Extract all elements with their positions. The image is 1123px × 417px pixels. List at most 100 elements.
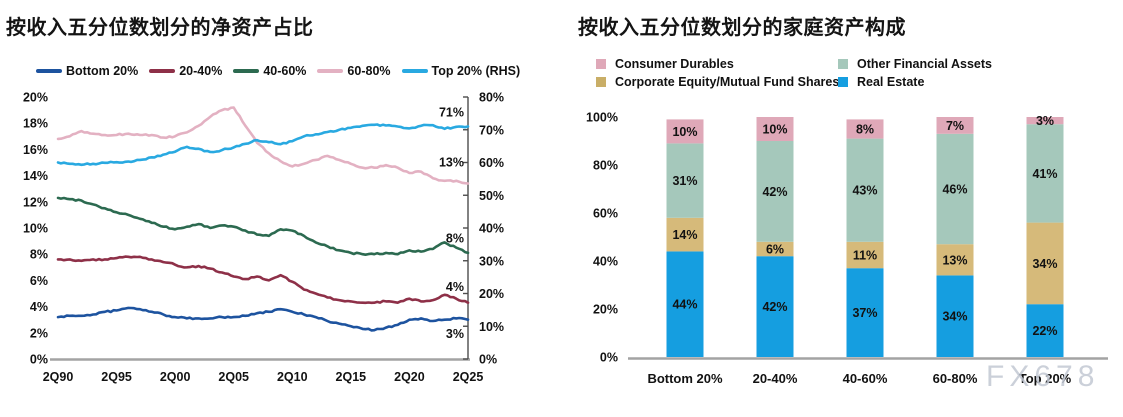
x-axis-tick-label: 2Q95 [101, 370, 132, 384]
bar-segment-consumer-durables [666, 119, 704, 144]
bar-segment-real-estate [1026, 304, 1064, 357]
category-label: Bottom 20% [647, 371, 723, 386]
line-series-bottom-20- [56, 306, 470, 332]
x-axis-tick-label: 2Q00 [160, 370, 191, 384]
bar-value-label: 34% [942, 310, 967, 324]
right-axis-tick-label: 10% [479, 320, 504, 334]
y-axis-tick-label: 40% [593, 255, 618, 269]
y-axis-tick-label: 80% [593, 159, 618, 173]
legend-line-swatch [233, 69, 260, 73]
left-chart-title: 按收入五分位数划分的净资产占比 [6, 17, 314, 39]
right-axis-tick-label: 30% [479, 254, 504, 268]
bar-value-label: 43% [852, 184, 877, 198]
legend-square-swatch [596, 59, 606, 69]
x-axis-tick-label: 2Q20 [394, 370, 425, 384]
bar-segment-other-financial-assets [666, 143, 704, 218]
legend-item-other-financial-assets: Other Financial Assets [838, 57, 992, 71]
series-end-label: 8% [446, 231, 464, 245]
bar-value-label: 42% [762, 300, 787, 314]
category-label: 20-40% [753, 371, 798, 386]
legend-line-swatch [36, 69, 62, 73]
x-axis-tick-label: 2Q25 [453, 370, 484, 384]
net-worth-line-chart: 0% 10% 20% 30% 40% 50% 60% 70% 80% 0% 2% 4% 6% 8% 10% 1… [23, 91, 504, 385]
left-axis-tick-label: 12% [23, 195, 48, 209]
bar-value-label: 42% [762, 185, 787, 199]
left-axis-tick-label: 16% [23, 143, 48, 157]
right-axis-tick-label: 80% [479, 91, 504, 105]
bar-value-label: 3% [1036, 114, 1054, 128]
legend-label: Corporate Equity/Mutual Fund Shares [615, 75, 840, 89]
right-axis-tick-label: 40% [479, 222, 504, 236]
left-axis-tick-label: 8% [30, 248, 48, 262]
right-axis-tick-label: 20% [479, 287, 504, 301]
series-end-label: 3% [446, 327, 464, 341]
series-end-label: 13% [439, 156, 464, 170]
x-axis-tick-label: 2Q90 [43, 370, 74, 384]
left-axis-tick-label: 0% [30, 353, 48, 367]
bar-value-label: 11% [853, 249, 877, 263]
bar-segment-other-financial-assets [1026, 124, 1064, 223]
left-axis-tick-label: 20% [23, 91, 48, 105]
bar-value-label: 8% [856, 123, 874, 137]
left-chart-legend: Bottom 20% 20-40% 40-60% 60-80% Top 20% (RHS… [36, 64, 520, 78]
legend-label: 20-40% [179, 64, 223, 78]
right-chart-legend: Consumer Durables Other Financial Assets C… [596, 57, 992, 89]
bar-segment-consumer-durables [756, 117, 794, 141]
bar-value-label: 22% [1032, 324, 1057, 338]
category-label: Top 20% [1019, 371, 1072, 386]
bar-segment-consumer-durables [846, 119, 884, 139]
legend-line-swatch [149, 69, 176, 73]
series-end-label: 71% [439, 106, 464, 120]
left-axis-tick-label: 4% [30, 300, 48, 314]
legend-label: 60-80% [347, 64, 391, 78]
bar-segment-real-estate [846, 268, 884, 357]
bar-segment-corporate-equity-mutual-fund-shares [756, 241, 794, 257]
legend-label: Bottom 20% [66, 64, 139, 78]
legend-square-swatch [596, 77, 606, 87]
legend-square-swatch [838, 77, 848, 87]
left-axis-tick-label: 10% [23, 222, 48, 236]
line-series-top-20-rhs- [56, 123, 470, 167]
bar-segment-consumer-durables [936, 117, 974, 134]
bar-segment-other-financial-assets [756, 141, 794, 242]
legend-label: Real Estate [857, 75, 925, 89]
left-axis-tick-label: 6% [30, 274, 48, 288]
y-axis-tick-label: 60% [593, 207, 618, 221]
bar-value-label: 46% [942, 183, 967, 197]
line-series-20-40- [56, 255, 470, 305]
bar-value-label: 10% [672, 125, 697, 139]
bar-segment-real-estate [756, 256, 794, 357]
right-axis-tick-label: 70% [479, 123, 504, 137]
bar-segment-corporate-equity-mutual-fund-shares [846, 241, 884, 269]
bar-segment-consumer-durables [1026, 117, 1064, 125]
series-end-label: 4% [446, 280, 464, 294]
category-label: 60-80% [933, 371, 978, 386]
bar-value-label: 41% [1032, 167, 1057, 181]
legend-label: Consumer Durables [615, 57, 734, 71]
asset-composition-bar-chart: 0% 20% 40% 60% 80% 100% 44% 14% 31% 10% 42% 6% 42% 10… [586, 111, 1108, 386]
bar-value-label: 7% [946, 119, 964, 133]
y-axis-tick-label: 20% [593, 303, 618, 317]
bar-segment-corporate-equity-mutual-fund-shares [936, 244, 974, 276]
legend-line-swatch [317, 69, 344, 73]
legend-item-bottom-20-: Bottom 20% [36, 64, 138, 78]
line-series-60-80- [56, 106, 470, 185]
right-chart-title: 按收入五分位数划分的家庭资产构成 [578, 17, 906, 39]
bar-value-label: 10% [762, 123, 787, 137]
x-axis-tick-label: 2Q15 [336, 370, 367, 384]
bar-segment-corporate-equity-mutual-fund-shares [666, 217, 704, 252]
right-axis-tick-label: 60% [479, 156, 504, 170]
legend-item-60-80-: 60-80% [317, 64, 391, 78]
bar-segment-other-financial-assets [846, 138, 884, 242]
legend-item-top-20-rhs-: Top 20% (RHS) [401, 64, 520, 78]
legend-item-corporate-equity-mutual-fund-shares: Corporate Equity/Mutual Fund Shares [596, 75, 840, 89]
category-label: 40-60% [843, 371, 888, 386]
x-axis-tick-label: 2Q05 [218, 370, 249, 384]
bar-value-label: 31% [672, 174, 697, 188]
legend-label: 40-60% [263, 64, 307, 78]
y-axis-tick-label: 100% [586, 111, 618, 125]
bar-segment-real-estate [936, 275, 974, 357]
bar-segment-corporate-equity-mutual-fund-shares [1026, 222, 1064, 305]
legend-line-swatch [401, 69, 428, 73]
